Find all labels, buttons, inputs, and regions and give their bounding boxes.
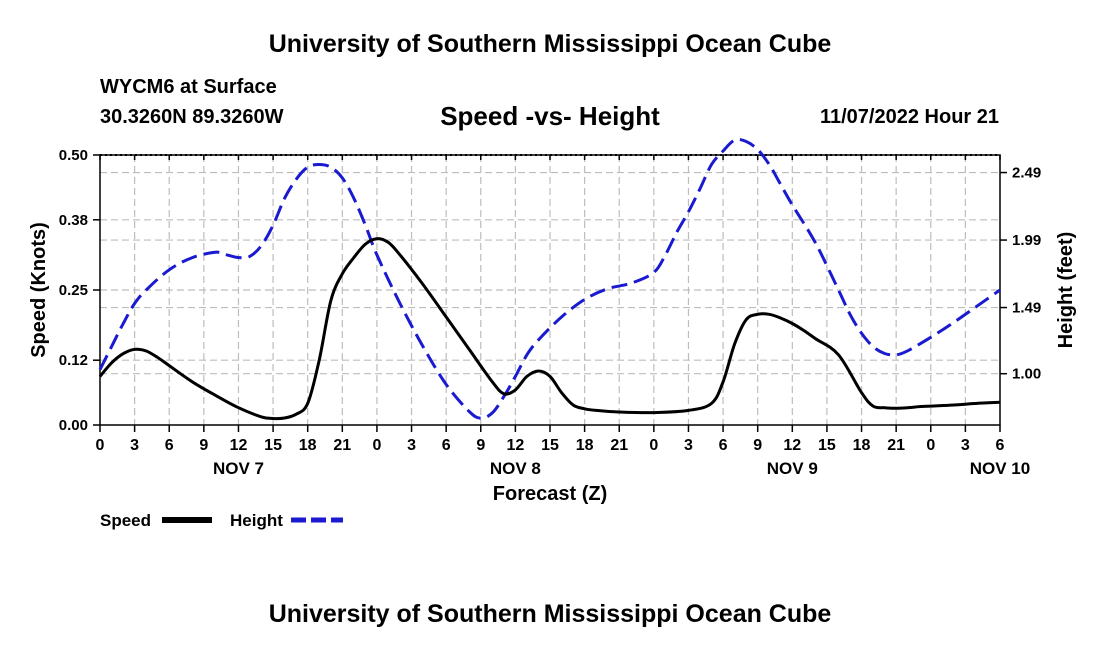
speed-series-line xyxy=(98,237,1001,421)
x-tick-label: 12 xyxy=(230,437,248,454)
x-tick-label: 9 xyxy=(476,437,485,454)
y-left-tick-label: 0.25 xyxy=(59,282,88,299)
date-hour-label: 11/07/2022 Hour 21 xyxy=(819,106,999,128)
x-tick-label: 3 xyxy=(684,437,693,454)
x-tick-label: 15 xyxy=(818,437,836,454)
x-tick-label: 15 xyxy=(264,437,282,454)
x-tick-label: 9 xyxy=(753,437,762,454)
x-tick-label: 3 xyxy=(961,437,970,454)
x-tick-label: 3 xyxy=(407,437,416,454)
x-axis-label: Forecast (Z) xyxy=(493,483,607,505)
legend-speed-label: Speed xyxy=(100,511,151,530)
legend-height-label: Height xyxy=(230,511,283,530)
footer-title: University of Southern Mississippi Ocean… xyxy=(268,600,832,628)
axes: 0 3 6 9 12 15 18 21 0 3 6 9 12 15 18 21 0 3 6 9 12 15 18 21 0 3 6 N… xyxy=(59,147,1041,478)
coordinates-label: 30.3260N 89.3260W xyxy=(100,106,284,128)
y-right-tick-label: 1.49 xyxy=(1012,300,1041,317)
x-tick-label: 12 xyxy=(506,437,524,454)
x-day-label: NOV 10 xyxy=(970,459,1030,478)
x-tick-label: 15 xyxy=(541,437,559,454)
legend: Speed Height xyxy=(100,511,343,530)
x-day-label: NOV 7 xyxy=(213,459,264,478)
grid-lines xyxy=(100,155,1000,425)
speed-height-chart: 0 3 6 9 12 15 18 21 0 3 6 9 12 15 18 21 0 3 6 9 12 15 18 21 0 3 6 N… xyxy=(28,137,1077,530)
x-tick-label: 21 xyxy=(887,437,905,454)
x-tick-label: 18 xyxy=(576,437,594,454)
height-series-line xyxy=(98,137,1001,420)
x-tick-label: 6 xyxy=(996,437,1005,454)
page-title: University of Southern Mississippi Ocean… xyxy=(268,30,832,58)
x-tick-label: 21 xyxy=(610,437,628,454)
y-left-tick-label: 0.00 xyxy=(59,417,88,434)
x-tick-label: 0 xyxy=(96,437,105,454)
x-tick-label: 6 xyxy=(165,437,174,454)
y-axis-left-label: Speed (Knots) xyxy=(28,222,50,358)
y-left-tick-label: 0.50 xyxy=(59,147,88,164)
x-tick-label: 21 xyxy=(333,437,351,454)
x-day-label: NOV 8 xyxy=(490,459,541,478)
y-left-tick-label: 0.38 xyxy=(59,212,88,229)
x-tick-label: 0 xyxy=(926,437,935,454)
x-tick-label: 6 xyxy=(442,437,451,454)
y-left-tick-label: 0.12 xyxy=(59,352,88,369)
station-label: WYCM6 at Surface xyxy=(100,76,277,98)
x-tick-label: 18 xyxy=(853,437,871,454)
x-tick-label: 6 xyxy=(719,437,728,454)
y-right-tick-label: 2.49 xyxy=(1012,165,1041,182)
x-tick-label: 18 xyxy=(299,437,317,454)
x-day-label: NOV 9 xyxy=(767,459,818,478)
x-tick-label: 9 xyxy=(199,437,208,454)
y-right-tick-label: 1.99 xyxy=(1012,232,1041,249)
y-axis-right-label: Height (feet) xyxy=(1055,232,1077,349)
x-tick-label: 12 xyxy=(783,437,801,454)
y-right-tick-label: 1.00 xyxy=(1012,366,1041,383)
x-tick-label: 0 xyxy=(649,437,658,454)
chart-title: Speed -vs- Height xyxy=(440,101,660,131)
x-tick-label: 0 xyxy=(372,437,381,454)
data-series xyxy=(98,137,1001,421)
x-tick-label: 3 xyxy=(130,437,139,454)
